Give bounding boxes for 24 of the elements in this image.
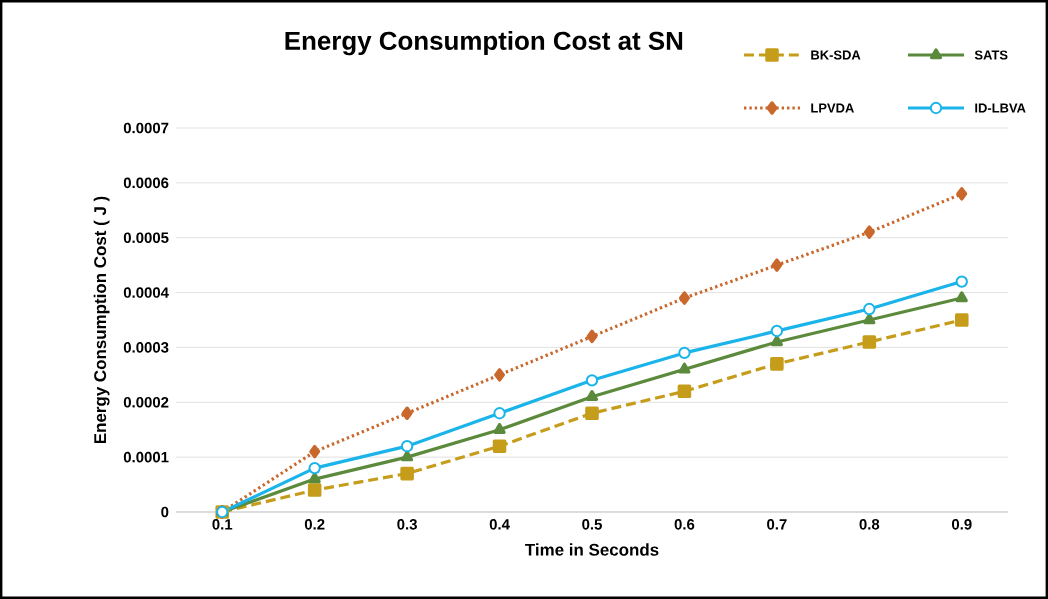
y-tick-label: 0.0005: [123, 232, 169, 244]
x-tick-label: 0.4: [489, 519, 510, 530]
x-tick-label: 0.7: [767, 519, 787, 530]
y-tick-label: 0.0007: [123, 122, 169, 134]
y-tick-label: 0.0001: [123, 451, 169, 463]
x-tick-label: 0.5: [582, 519, 602, 530]
x-tick-label: 0.6: [674, 519, 695, 530]
y-tick-label: 0.0006: [123, 177, 169, 189]
chart-title: Energy Consumption Cost at SN: [285, 30, 683, 56]
legend-label: BK-SDA: [811, 50, 861, 60]
y-tick-label: 0.0003: [123, 342, 169, 353]
legend-label: LPVDA: [811, 103, 854, 113]
x-tick-label: 0.8: [859, 519, 880, 530]
y-tick-label: 0: [161, 506, 169, 518]
legend-label: ID-LBVA: [975, 103, 1026, 113]
y-tick-label: 0.0002: [123, 396, 169, 408]
y-tick-label: 0.0004: [123, 287, 169, 298]
legend-label: SATS: [974, 50, 1008, 60]
x-tick-label: 0.1: [212, 519, 233, 530]
y-axis-title: Energy Consumption Cost ( J ): [93, 196, 110, 444]
x-tick-label: 0.9: [951, 519, 972, 530]
x-tick-label: 0.3: [397, 519, 417, 530]
x-axis-title: Time in Seconds: [525, 543, 659, 556]
x-tick-label: 0.2: [304, 519, 325, 530]
